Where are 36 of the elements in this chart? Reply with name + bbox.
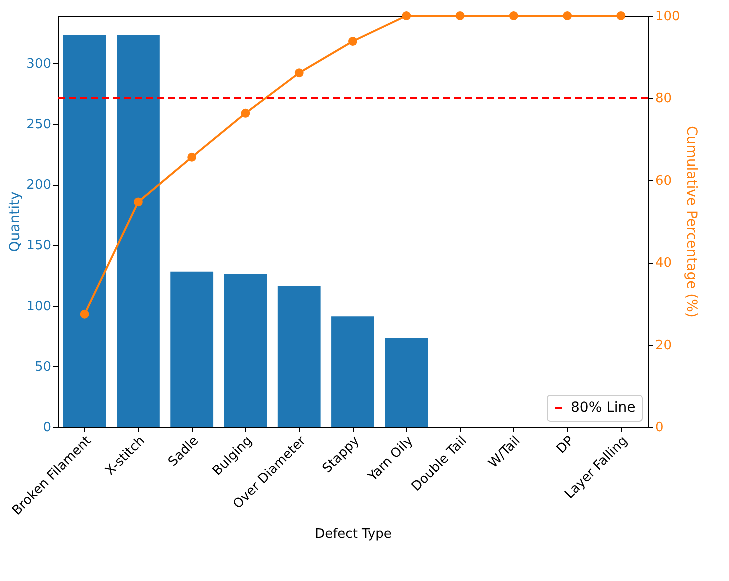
y2-tick-label: 40 [656,256,672,272]
y2-tick-label: 60 [656,174,672,189]
y-tick-label: 250 [26,117,52,132]
x-axis-title: Defect Type [315,527,392,542]
y-tick-label: 100 [26,299,52,314]
point [456,12,465,20]
point [241,108,250,118]
y-axis-title: Quantity [8,192,24,252]
y-tick-label: 0 [43,420,52,436]
point [616,12,626,20]
bar [385,338,428,427]
point [80,310,90,319]
bar [278,286,321,427]
point [294,68,304,78]
y2-axis-title: Cumulative Percentage (%) [683,126,700,318]
bar [224,274,268,427]
point [563,12,572,20]
x-tick-label: DP [554,434,578,458]
legend-label: 80% Line [571,400,636,416]
point [509,12,518,20]
point [188,152,197,162]
point [134,198,143,207]
y2-tick-label: 100 [656,10,680,24]
y-tick-label: 50 [34,360,52,375]
y2-tick-label: 0 [656,420,664,436]
point [402,12,412,20]
bar [332,316,374,427]
bar [63,35,106,427]
y2-tick-label: 80 [656,92,672,107]
y-tick-label: 300 [26,56,52,72]
y-tick-label: 150 [26,238,52,254]
y-tick-label: 200 [26,178,52,194]
bar [170,272,214,427]
point [348,37,358,46]
bar [117,35,160,427]
y2-tick-label: 20 [656,338,672,354]
